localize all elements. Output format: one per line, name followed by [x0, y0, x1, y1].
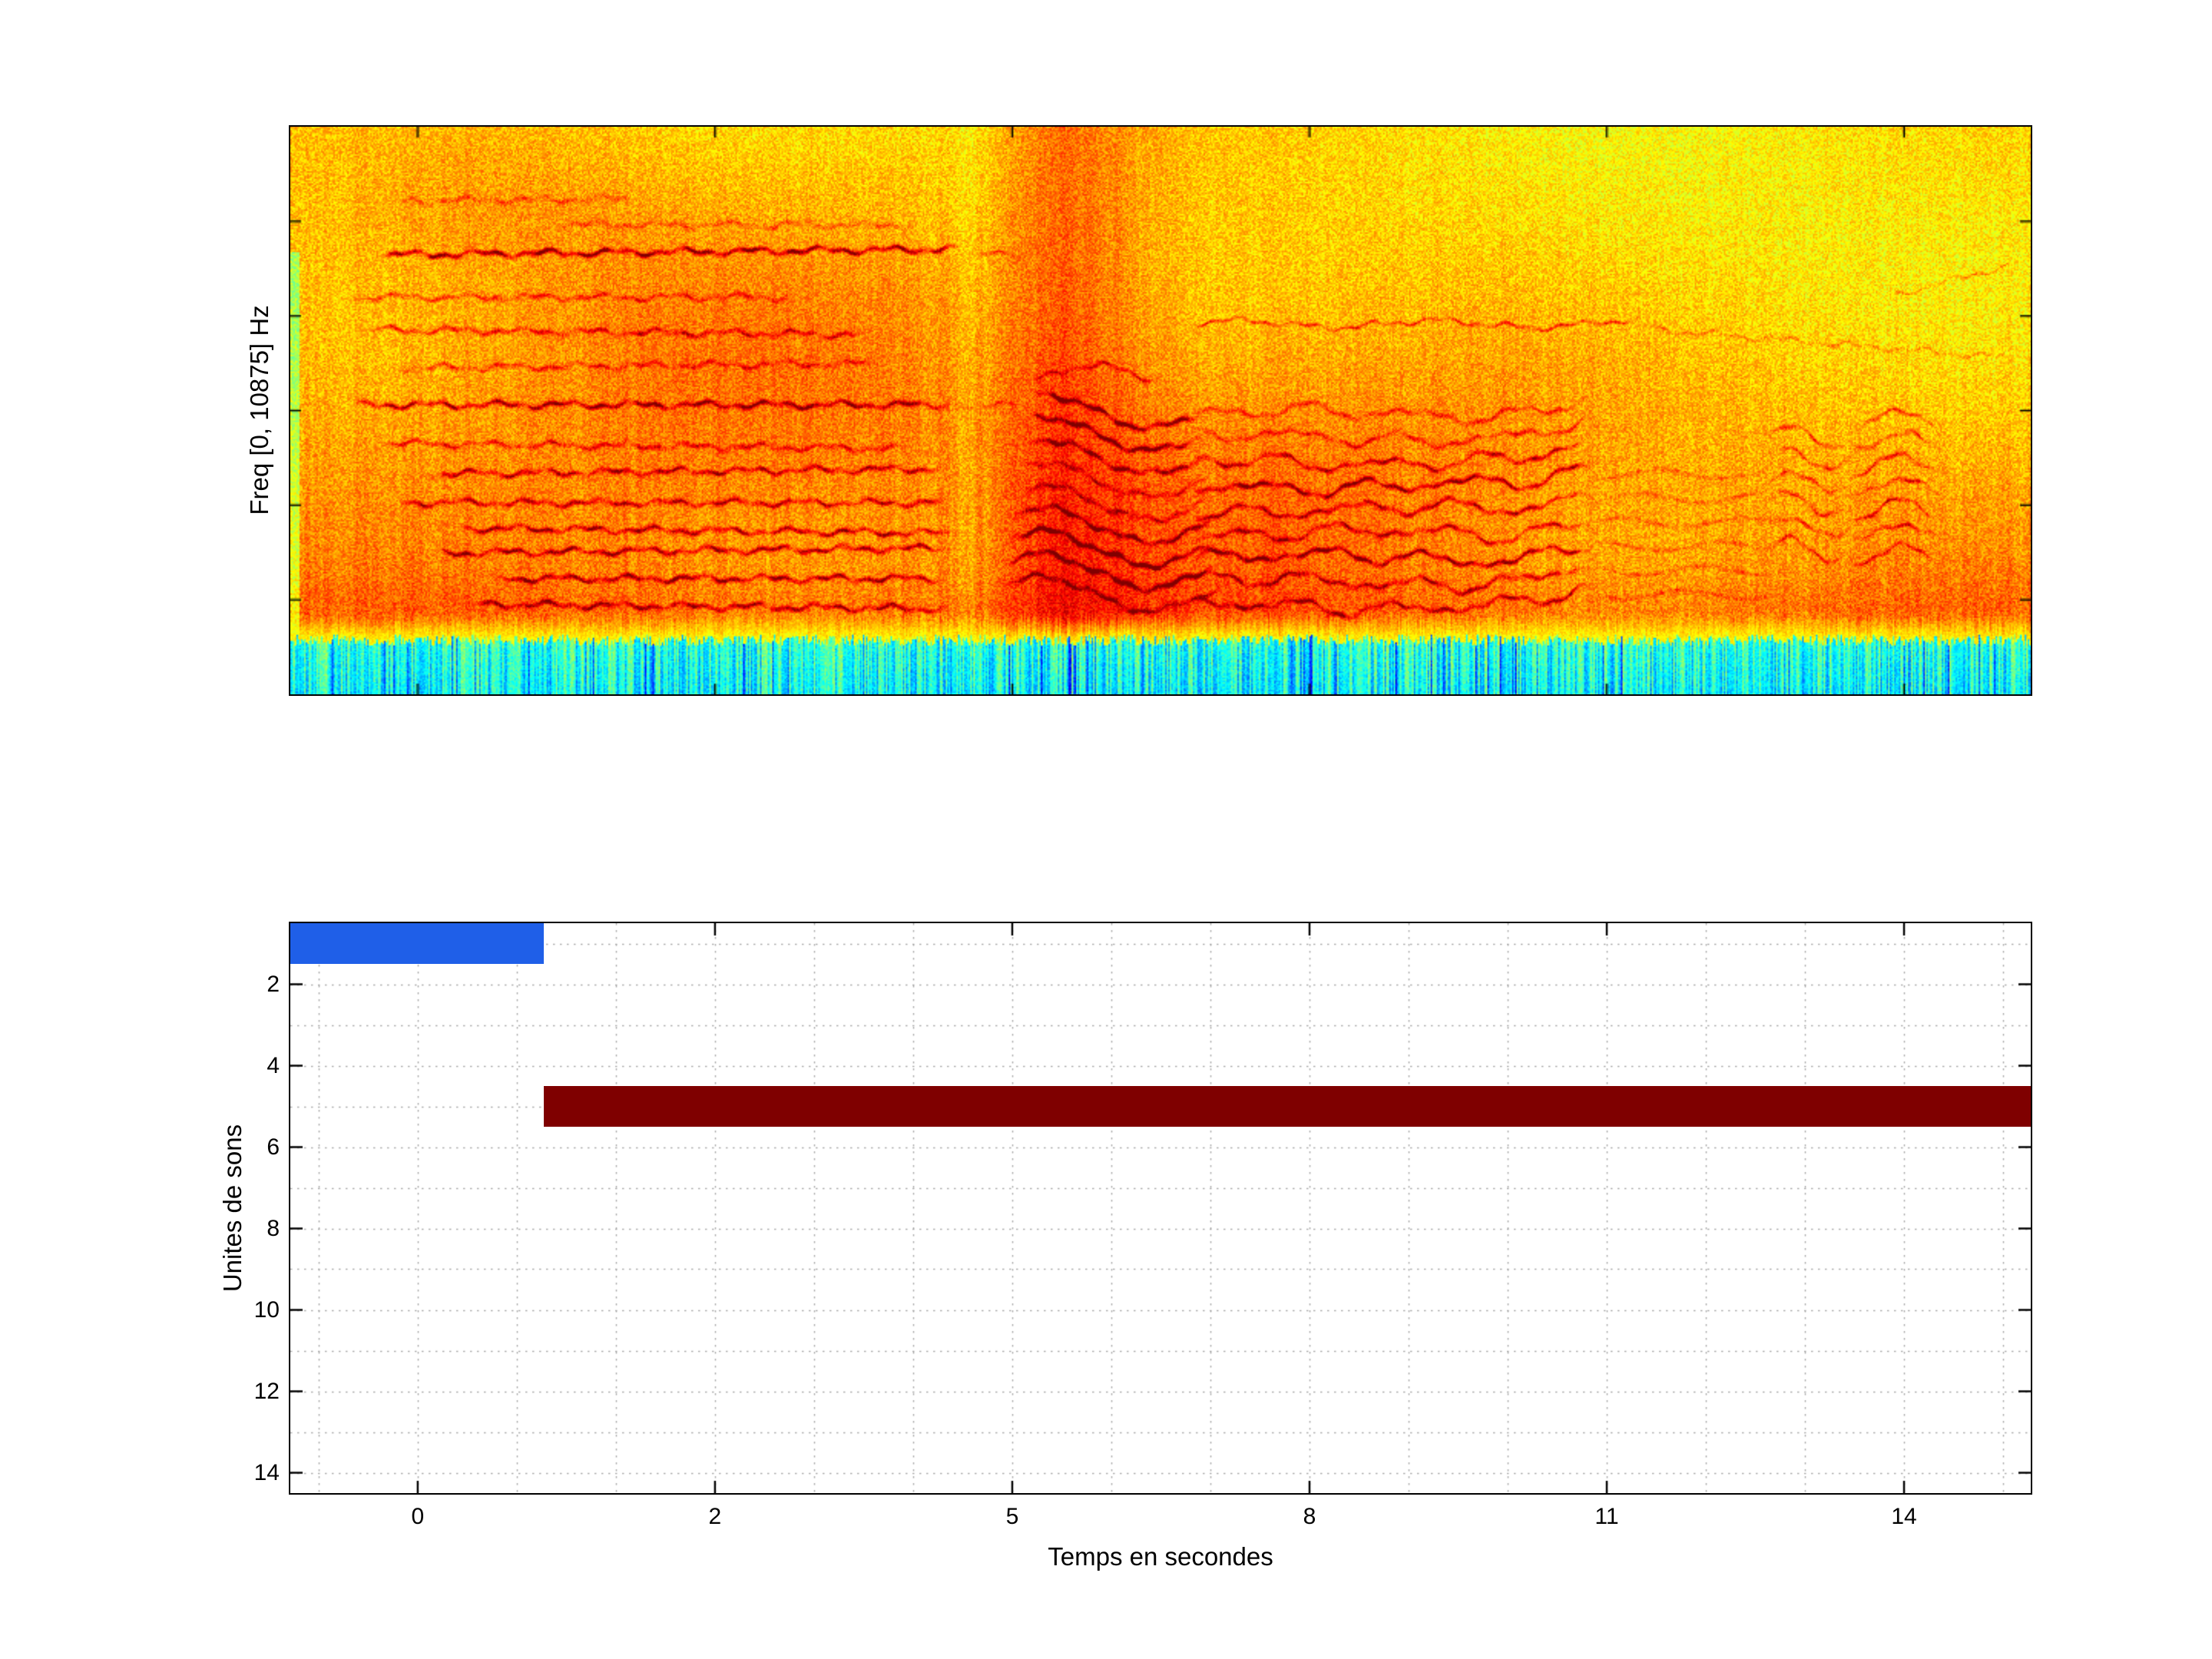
x-tick-label: 2 [708, 1504, 722, 1529]
y-tick-label: 10 [253, 1296, 280, 1323]
x-tick-label: 8 [1303, 1504, 1316, 1529]
y-tick-label: 12 [253, 1378, 280, 1404]
spectrogram-ylabel: Freq [0, 10875] Hz [245, 305, 273, 515]
unit-bar-1[interactable] [290, 923, 545, 964]
units-axes[interactable] [289, 922, 2032, 1495]
y-tick-label: 2 [267, 971, 280, 997]
x-tick-label: 14 [1891, 1504, 1917, 1529]
x-axis-label: Temps en secondes [1048, 1542, 1273, 1571]
y-tick-label: 8 [267, 1215, 280, 1241]
y-tick-label: 6 [267, 1134, 280, 1160]
x-tick-label: 11 [1594, 1504, 1619, 1529]
bar-layer [290, 923, 2031, 1493]
x-tick-label: 5 [1005, 1504, 1019, 1529]
grid-lines [290, 923, 2031, 1493]
x-tick-label: 0 [411, 1504, 425, 1529]
y-tick-label: 4 [267, 1052, 280, 1078]
spectrogram-axes[interactable] [289, 125, 2032, 696]
y-tick-label: 14 [253, 1459, 280, 1485]
spectrogram-image [290, 127, 2031, 694]
unit-bar-5[interactable] [544, 1086, 2031, 1127]
